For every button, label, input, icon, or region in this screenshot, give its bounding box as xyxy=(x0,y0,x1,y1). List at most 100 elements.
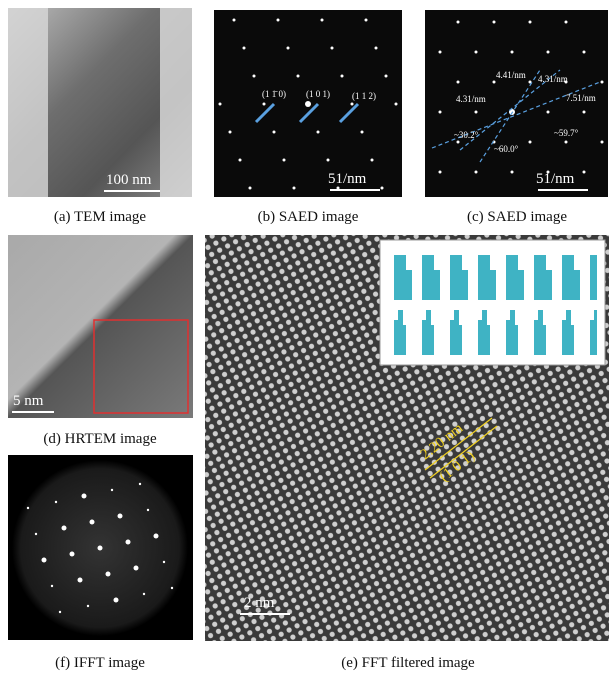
diffraction-spot xyxy=(528,20,532,24)
diffraction-spot xyxy=(125,539,131,545)
diffraction-spot xyxy=(582,170,586,174)
diffraction-spot xyxy=(218,102,222,106)
diffraction-spot xyxy=(438,50,442,54)
diffraction-spot xyxy=(582,50,586,54)
diffraction-spot xyxy=(528,140,532,144)
guide xyxy=(479,69,541,163)
angle-label: ~60.0° xyxy=(494,144,519,154)
diffraction-spot xyxy=(232,18,236,22)
diffraction-spot xyxy=(296,74,300,78)
tem-bg xyxy=(160,8,192,197)
caption: (e) FFT filtered image xyxy=(341,655,475,671)
diffraction-spot xyxy=(380,186,384,190)
saed-image xyxy=(425,10,608,197)
diffraction-spot xyxy=(34,532,38,536)
diffraction-spot xyxy=(492,20,496,24)
diffraction-spot xyxy=(262,102,266,106)
diffraction-spot xyxy=(510,50,514,54)
diffraction-spot xyxy=(320,18,324,22)
diffraction-spot xyxy=(438,170,442,174)
d-label: 4.31/nm xyxy=(456,94,486,104)
diffraction-spot xyxy=(564,140,568,144)
diffraction-spot xyxy=(89,519,95,525)
diffraction-spot xyxy=(546,170,550,174)
d-label: 4.41/nm xyxy=(496,70,526,80)
diffraction-spot xyxy=(394,102,398,106)
guide xyxy=(459,69,561,151)
diffraction-spot xyxy=(456,80,460,84)
diffraction-spot xyxy=(276,18,280,22)
diffraction-spot xyxy=(474,110,478,114)
diffraction-spot xyxy=(54,500,58,504)
diffraction-spot xyxy=(162,560,166,564)
diffraction-spot xyxy=(81,493,87,499)
diffraction-spot xyxy=(113,597,119,603)
arrow xyxy=(338,102,360,124)
diffraction-spot xyxy=(546,110,550,114)
diffraction-spot xyxy=(170,586,174,590)
diffraction-spot xyxy=(117,513,123,519)
diffraction-spot xyxy=(153,533,159,539)
diffraction-spot xyxy=(600,140,604,144)
scale-label: 2 nm xyxy=(244,595,275,611)
diffraction-spot xyxy=(282,158,286,162)
diffraction-spot xyxy=(564,80,568,84)
plane-label: (1 1̄ 0) xyxy=(262,89,286,99)
diffraction-spot xyxy=(582,110,586,114)
arrow xyxy=(254,102,276,124)
diffraction-spot xyxy=(272,130,276,134)
diffraction-spot xyxy=(286,46,290,50)
inset-bars xyxy=(392,255,597,355)
d-label: 7.51/nm xyxy=(566,93,596,103)
diffraction-spot xyxy=(146,508,150,512)
diffraction-spot xyxy=(364,18,368,22)
diffraction-spot xyxy=(374,46,378,50)
scale-label: 100 nm xyxy=(106,172,152,188)
diffraction-spot xyxy=(330,46,334,50)
hrtem-image xyxy=(8,235,193,418)
lattice-line xyxy=(429,425,498,479)
diffraction-spot xyxy=(292,186,296,190)
diffraction-spot xyxy=(456,140,460,144)
diffraction-spot xyxy=(97,545,103,551)
scale-label: 5 nm xyxy=(13,393,44,409)
diffraction-spot xyxy=(77,577,83,583)
diffraction-spot xyxy=(248,186,252,190)
diffraction-spot xyxy=(41,557,47,563)
diffraction-spot xyxy=(336,186,340,190)
caption: (c) SAED image xyxy=(467,209,567,225)
diffraction-spot xyxy=(370,158,374,162)
diffraction-spot xyxy=(600,80,604,84)
diffraction-spot xyxy=(69,551,75,557)
diffraction-spot xyxy=(86,604,90,608)
diffraction-spot xyxy=(316,130,320,134)
scale-label: 51/nm xyxy=(536,171,575,187)
diffraction-spot xyxy=(438,110,442,114)
diffraction-spot xyxy=(340,74,344,78)
guide xyxy=(431,81,601,149)
plane-label: (1 0 1) xyxy=(306,89,330,99)
diffraction-spot xyxy=(474,170,478,174)
caption: (a) TEM image xyxy=(54,209,147,225)
diffraction-spot xyxy=(252,74,256,78)
diffraction-spot xyxy=(326,158,330,162)
caption: (d) HRTEM image xyxy=(43,431,157,447)
arrow xyxy=(298,102,320,124)
diffraction-spot xyxy=(474,50,478,54)
plane-label: (1 1 2) xyxy=(352,91,376,101)
d-label: 4.31/nm xyxy=(538,74,568,84)
diffraction-spot xyxy=(61,525,67,531)
diffraction-spot xyxy=(242,46,246,50)
diffraction-spot xyxy=(138,482,142,486)
diffraction-spot xyxy=(58,610,62,614)
diffraction-spot xyxy=(360,130,364,134)
angle-label: ~59.7° xyxy=(554,128,579,138)
diffraction-spot xyxy=(456,20,460,24)
diffraction-spot xyxy=(142,592,146,596)
tem-bg xyxy=(8,8,48,197)
diffraction-spot xyxy=(50,584,54,588)
diffraction-spot xyxy=(305,101,311,107)
caption: (b) SAED image xyxy=(258,209,359,225)
diffraction-spot xyxy=(546,50,550,54)
diffraction-spot xyxy=(228,130,232,134)
